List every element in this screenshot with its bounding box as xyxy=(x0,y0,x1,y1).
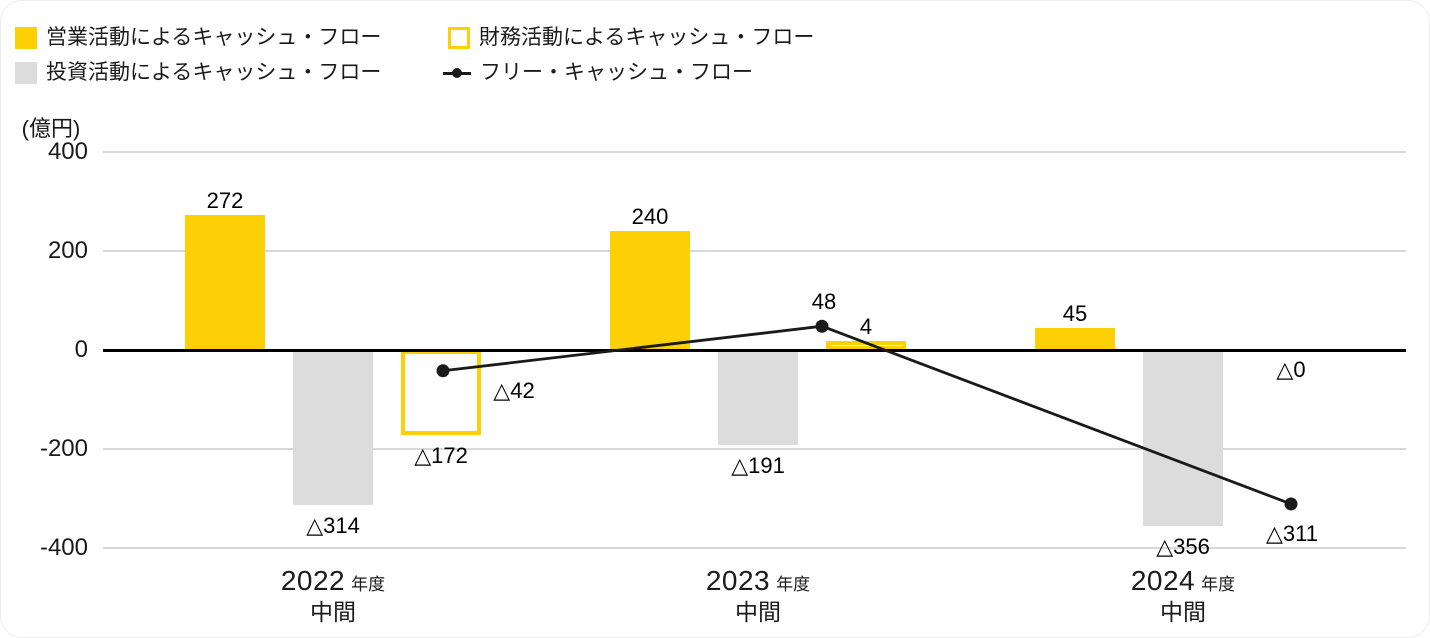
bar-s1-g0 xyxy=(293,350,373,506)
financing-swatch-icon xyxy=(448,27,470,49)
line-label-1: 48 xyxy=(811,289,837,314)
y-axis-tick-label--200: -200 xyxy=(39,435,88,462)
line-label-0: △42 xyxy=(493,378,535,403)
y-axis-unit-label: (億円) xyxy=(21,116,81,141)
bar-label-s1-g2: △356 xyxy=(1156,534,1210,560)
bar-s1-g1 xyxy=(718,350,798,445)
operating-swatch-icon xyxy=(15,27,37,49)
free-cash-flow-point-2 xyxy=(1284,497,1298,511)
y-axis-tick-label-400: 400 xyxy=(47,138,88,165)
legend-label-financing: 財務活動によるキャッシュ・フロー xyxy=(479,26,815,49)
bar-label-s0-g1: 240 xyxy=(631,204,669,230)
bar-label-s2-g0: △172 xyxy=(414,443,468,469)
legend-item-investing: 投資活動によるキャッシュ・フロー xyxy=(15,61,381,85)
bar-s0-g2 xyxy=(1035,327,1115,350)
line-marker-icon xyxy=(443,62,471,84)
gridline-400 xyxy=(103,151,1406,153)
bar-label-s1-g1: △191 xyxy=(731,452,785,478)
legend-item-free-cash-flow: フリー・キャッシュ・フロー xyxy=(443,61,753,85)
investing-swatch-icon xyxy=(15,62,37,84)
x-axis-label-2023: 2023 年度 中間 xyxy=(705,565,811,625)
bar-label-s0-g0: 272 xyxy=(206,188,244,214)
bar-label-s1-g0: △314 xyxy=(306,513,360,539)
bar-label-s0-g2: 45 xyxy=(1062,300,1088,326)
legend-label-operating: 営業活動によるキャッシュ・フロー xyxy=(46,26,382,49)
line-label-2: △311 xyxy=(1266,521,1318,546)
bar-label-s2-g2: △0 xyxy=(1276,357,1306,382)
bar-s0-g1 xyxy=(610,231,690,350)
x-axis-label-2022: 2022 年度 中間 xyxy=(280,565,386,625)
y-axis-tick-label--400: -400 xyxy=(39,534,88,561)
x-axis-label-2024: 2024 年度 中間 xyxy=(1130,565,1236,625)
y-axis-tick-label-200: 200 xyxy=(47,237,88,264)
bar-label-s2-g1: 4 xyxy=(859,314,873,339)
gridline--400 xyxy=(103,547,1406,549)
legend-label-free-cash-flow: フリー・キャッシュ・フロー xyxy=(480,61,753,84)
legend-item-operating: 営業活動によるキャッシュ・フロー xyxy=(15,26,381,50)
legend-item-financing: 財務活動によるキャッシュ・フロー xyxy=(448,26,814,50)
bar-s0-g0 xyxy=(185,215,265,350)
legend-label-investing: 投資活動によるキャッシュ・フロー xyxy=(46,61,382,84)
gridline-200 xyxy=(103,250,1406,252)
zero-line xyxy=(103,348,1406,352)
y-axis-tick-label-0: 0 xyxy=(74,336,88,363)
